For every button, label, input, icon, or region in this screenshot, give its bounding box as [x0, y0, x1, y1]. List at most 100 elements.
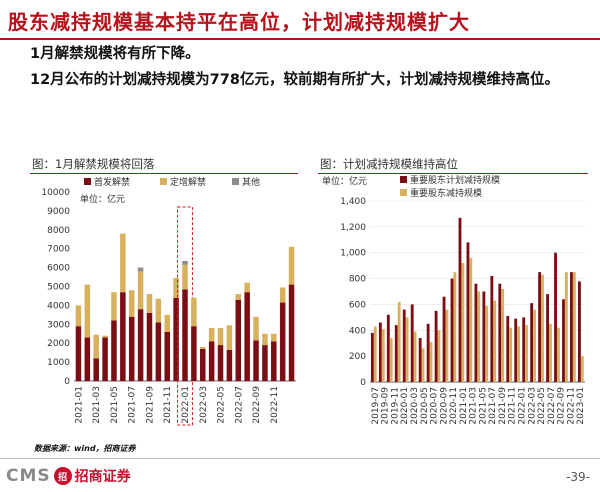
chart-2-bar-18-2	[517, 326, 521, 382]
chart-1-legend-swatch-3	[232, 178, 239, 185]
chart-1-bar-2022-03-2	[200, 346, 206, 349]
chart-2-bar-17-1	[506, 316, 510, 382]
chart-1-bar-2022-09-1	[253, 340, 259, 381]
chart-1-xtick-9: 2022-07	[234, 386, 244, 424]
chart-2-bar-12-1	[466, 242, 470, 382]
chart-1-xtick-0: 2021-01	[74, 386, 84, 424]
chart-1-title-rule	[30, 173, 298, 174]
logo-text: CMS	[6, 466, 51, 486]
chart-2-xtick-5: 2020-05	[420, 387, 430, 425]
chart-2-bar-7-1	[426, 323, 430, 382]
chart-1-ytick-10: 10000	[41, 188, 70, 198]
chart-2-xtick-11: 2021-05	[478, 387, 488, 425]
chart-1-bar-2022-07-2	[235, 294, 242, 300]
chart-2-ytick-5: 1,000	[340, 249, 366, 259]
chart-2-bar-15-2	[493, 300, 497, 382]
chart-1-bar-2021-05-1	[111, 320, 117, 381]
chart-2-legend-swatch-2	[400, 189, 407, 196]
brand-name: 招商证券	[74, 469, 131, 485]
chart-1-bar-2021-05-2	[111, 292, 117, 321]
chart-2-bar-6-2	[421, 348, 425, 382]
chart-2-bar-3-2	[397, 301, 401, 382]
chart-2-bar-10-1	[450, 278, 454, 382]
chart-1-xtick-11: 2022-11	[270, 386, 280, 424]
chart-2-xtick-19: 2022-09	[557, 387, 567, 425]
chart-1-title: 图：1月解禁规模将回落	[32, 157, 155, 171]
chart-1-bar-2021-08-2	[137, 271, 144, 310]
chart-2-bar-16-2	[501, 288, 505, 382]
chart-2-bar-21-2	[541, 274, 544, 382]
chart-2-bar-8-2	[437, 330, 441, 382]
chart-2-bar-22-1	[546, 294, 550, 382]
chart-2-title-rule	[318, 173, 588, 174]
chart-2-xtick-8: 2020-11	[449, 387, 459, 425]
chart-1-xtick-8: 2022-05	[217, 386, 227, 424]
chart-2-bar-4-2	[405, 317, 409, 382]
chart-2-bar-1-2	[381, 328, 385, 382]
chart-2-xtick-2: 2019-11	[390, 387, 400, 425]
title-rule	[0, 38, 600, 40]
chart-2-bar-21-1	[538, 272, 542, 382]
chart-1-xtick-1: 2021-03	[92, 386, 102, 424]
chart-2-xtick-17: 2022-05	[537, 387, 547, 425]
chart-1-bar-2022-10-2	[262, 333, 268, 346]
chart-1-bar-2022-09-2	[253, 316, 259, 341]
chart-1-bar-2022-01-3	[182, 260, 188, 265]
chart-1-bar-2021-10-1	[155, 322, 162, 381]
bullet-2: 12月公布的计划减持规模为778亿元，较前期有所扩大，计划减持规模维持高位。	[30, 72, 559, 88]
chart-1-bar-2021-11-1	[164, 331, 170, 381]
chart-2-bar-0-2	[373, 326, 377, 382]
chart-2-bar-4-1	[402, 309, 406, 382]
chart-1-bar-2021-10-2	[155, 298, 162, 323]
chart-1-bar-2022-04-1	[208, 341, 215, 381]
chart-1-bar-2021-08-3	[137, 267, 144, 272]
chart-2-unit-label: 单位：亿元	[322, 175, 367, 187]
chart-1-bar-2022-11-1	[271, 341, 277, 381]
chart-2-xtick-10: 2021-03	[469, 387, 479, 425]
bullet-1: 1月解禁规模将有所下降。	[30, 46, 200, 62]
chart-1-bar-2022-12-2	[279, 287, 286, 303]
chart-1-ytick-1: 1000	[47, 358, 70, 368]
source-note: 数据来源：wind，招商证券	[34, 444, 136, 453]
chart-2-xtick-18: 2022-07	[547, 387, 557, 425]
chart-2-xtick-12: 2021-07	[488, 387, 498, 425]
chart-1-bar-2021-04-2	[102, 335, 108, 338]
chart-2-bar-24-1	[562, 299, 565, 382]
chart-2-xtick-3: 2020-01	[400, 387, 410, 425]
chart-1-ytick-8: 8000	[47, 226, 70, 236]
chart-2-bar-16-1	[498, 283, 502, 382]
chart-1-xtick-10: 2022-09	[252, 386, 262, 424]
chart-1-bar-2021-02-1	[84, 337, 91, 381]
chart-1-bar-2022-01-1	[182, 289, 188, 381]
chart-2-bar-13-1	[474, 283, 478, 382]
chart-2-bar-9-2	[445, 309, 449, 382]
chart-2-bar-20-1	[530, 303, 534, 382]
chart-2-bar-19-2	[525, 325, 528, 382]
chart-1-ytick-4: 4000	[47, 301, 70, 311]
chart-2-bar-2-2	[389, 338, 393, 382]
chart-2-bar-7-2	[429, 341, 433, 382]
chart-2-xtick-4: 2020-03	[410, 387, 420, 425]
chart-2-ytick-6: 1,200	[340, 223, 366, 233]
chart-2-xtick-7: 2020-09	[439, 387, 449, 425]
chart-2-bar-18-1	[514, 318, 518, 382]
chart-1-bar-2022-10-1	[262, 345, 268, 381]
chart-1-bar-2021-04-1	[102, 337, 108, 381]
chart-1-bar-2022-06-1	[226, 349, 233, 381]
chart-2-bar-17-2	[509, 327, 513, 382]
chart-2-ytick-1: 200	[349, 352, 366, 362]
chart-2-xtick-20: 2022-11	[566, 387, 576, 425]
chart-1-xtick-2: 2021-05	[110, 386, 120, 424]
chart-1-bar-2022-06-2	[226, 325, 233, 350]
chart-1-bar-2022-04-2	[208, 328, 215, 342]
chart-1-bar-2022-08-1	[244, 292, 250, 381]
chart-2-bar-23-2	[556, 327, 560, 382]
chart-1-bar-2021-03-2	[93, 334, 99, 359]
chart-1-xtick-7: 2022-03	[199, 386, 209, 424]
footer-rule	[0, 458, 600, 459]
chart-2-bar-9-1	[442, 296, 446, 382]
chart-1-bar-2021-07-2	[128, 290, 135, 317]
chart-1-bar-2022-03-1	[200, 348, 206, 381]
chart-2-bar-24-2	[564, 272, 568, 382]
chart-2-bar-23-1	[554, 252, 557, 382]
